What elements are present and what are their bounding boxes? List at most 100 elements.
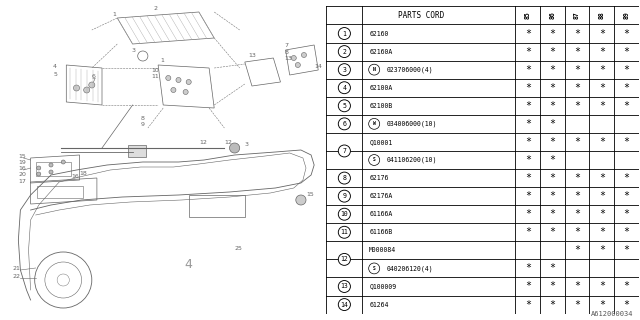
Text: *: * xyxy=(598,300,605,309)
Text: 3: 3 xyxy=(132,49,136,53)
Text: 11: 11 xyxy=(151,74,159,79)
Text: 7: 7 xyxy=(92,78,96,83)
Text: 3: 3 xyxy=(342,67,346,73)
Text: 3: 3 xyxy=(245,142,249,147)
Text: *: * xyxy=(623,245,629,255)
Text: *: * xyxy=(574,173,580,183)
Text: 9: 9 xyxy=(342,193,346,199)
Bar xyxy=(36,186,83,198)
Text: 6: 6 xyxy=(342,121,346,127)
Bar xyxy=(127,145,146,157)
Text: *: * xyxy=(574,101,580,111)
Text: PARTS CORD: PARTS CORD xyxy=(397,11,444,20)
Text: *: * xyxy=(574,282,580,292)
Circle shape xyxy=(186,79,191,84)
Text: W: W xyxy=(372,121,376,126)
Text: *: * xyxy=(598,173,605,183)
Text: 15: 15 xyxy=(19,154,26,159)
Circle shape xyxy=(369,118,380,129)
Text: 62100B: 62100B xyxy=(369,103,392,109)
Text: 4: 4 xyxy=(342,85,346,91)
Text: 61166A: 61166A xyxy=(369,211,392,217)
Text: 14: 14 xyxy=(340,301,348,308)
Text: 86: 86 xyxy=(549,12,556,19)
Text: M000084: M000084 xyxy=(369,247,396,253)
Text: 88: 88 xyxy=(598,12,605,19)
Text: 22: 22 xyxy=(12,274,20,279)
Text: *: * xyxy=(574,191,580,201)
Text: *: * xyxy=(623,28,629,38)
Text: 5: 5 xyxy=(53,73,57,77)
Text: 10: 10 xyxy=(340,211,348,217)
Text: *: * xyxy=(549,28,556,38)
Circle shape xyxy=(295,62,300,68)
Text: *: * xyxy=(623,47,629,57)
Text: 8: 8 xyxy=(285,50,289,55)
Circle shape xyxy=(339,208,351,220)
Text: *: * xyxy=(598,101,605,111)
Text: *: * xyxy=(598,83,605,93)
Circle shape xyxy=(339,118,351,130)
Circle shape xyxy=(339,82,351,94)
Text: 13: 13 xyxy=(340,284,348,290)
Text: *: * xyxy=(574,47,580,57)
Text: *: * xyxy=(549,47,556,57)
Circle shape xyxy=(339,100,351,112)
Text: 6: 6 xyxy=(92,74,95,79)
Text: *: * xyxy=(598,191,605,201)
Circle shape xyxy=(339,145,351,157)
Circle shape xyxy=(171,87,176,92)
Text: S: S xyxy=(372,266,376,271)
Circle shape xyxy=(296,195,306,205)
Text: *: * xyxy=(598,227,605,237)
Text: *: * xyxy=(623,137,629,147)
Circle shape xyxy=(339,253,351,265)
Text: *: * xyxy=(574,83,580,93)
Text: 15: 15 xyxy=(306,192,314,197)
Text: 12: 12 xyxy=(225,140,232,145)
Circle shape xyxy=(369,263,380,274)
Text: *: * xyxy=(623,173,629,183)
Text: *: * xyxy=(623,300,629,309)
Text: A612000034: A612000034 xyxy=(591,311,634,317)
Text: *: * xyxy=(549,300,556,309)
Text: *: * xyxy=(525,282,531,292)
Text: *: * xyxy=(598,28,605,38)
Text: 4: 4 xyxy=(185,259,193,271)
Text: *: * xyxy=(549,191,556,201)
Circle shape xyxy=(339,281,351,292)
Text: *: * xyxy=(574,227,580,237)
Text: *: * xyxy=(549,119,556,129)
Text: *: * xyxy=(623,83,629,93)
Circle shape xyxy=(89,82,95,88)
Text: 25: 25 xyxy=(235,246,243,251)
Text: *: * xyxy=(549,65,556,75)
Text: *: * xyxy=(525,227,531,237)
Text: *: * xyxy=(525,155,531,165)
Text: 1: 1 xyxy=(160,58,164,63)
Circle shape xyxy=(291,55,296,60)
Text: 62176A: 62176A xyxy=(369,193,392,199)
Circle shape xyxy=(84,87,90,93)
Text: *: * xyxy=(598,47,605,57)
Text: 13: 13 xyxy=(248,53,256,58)
Circle shape xyxy=(301,52,307,58)
Text: *: * xyxy=(598,65,605,75)
Text: 14: 14 xyxy=(314,64,322,69)
Circle shape xyxy=(369,155,380,165)
Text: *: * xyxy=(525,47,531,57)
Text: Q10001: Q10001 xyxy=(369,139,392,145)
Circle shape xyxy=(176,77,181,83)
Circle shape xyxy=(49,163,53,167)
Text: 87: 87 xyxy=(574,12,580,19)
Text: *: * xyxy=(623,191,629,201)
Text: 2: 2 xyxy=(153,6,157,12)
Text: *: * xyxy=(525,173,531,183)
Circle shape xyxy=(183,90,188,94)
Text: 12: 12 xyxy=(340,256,348,262)
Text: *: * xyxy=(574,209,580,219)
Text: *: * xyxy=(598,209,605,219)
Text: *: * xyxy=(525,263,531,273)
Text: 13: 13 xyxy=(285,56,292,61)
Text: 16: 16 xyxy=(72,174,79,179)
